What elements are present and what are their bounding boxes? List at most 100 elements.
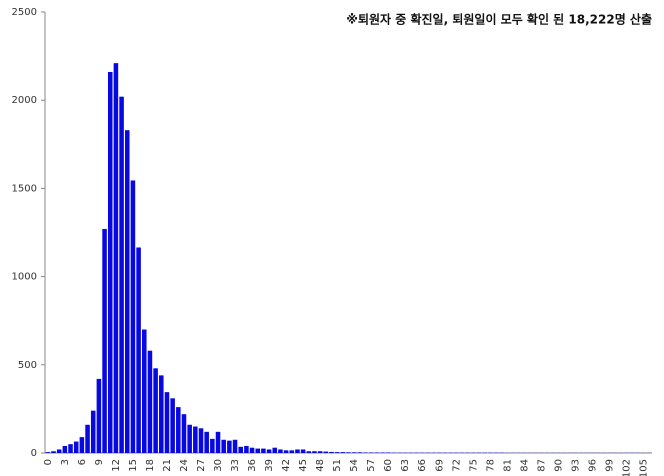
x-tick-label: 105 xyxy=(638,459,649,476)
bar xyxy=(181,414,187,453)
y-tick-label: 1000 xyxy=(12,272,37,283)
x-tick-label: 48 xyxy=(315,459,326,472)
bar xyxy=(244,445,249,453)
bar xyxy=(153,368,158,453)
x-tick-label: 78 xyxy=(485,459,496,472)
bar xyxy=(255,448,261,453)
x-tick-label: 63 xyxy=(400,459,411,472)
bar xyxy=(380,452,385,453)
bar xyxy=(317,451,323,453)
bar xyxy=(272,447,278,453)
bar xyxy=(51,451,56,453)
bar xyxy=(102,228,107,453)
bar xyxy=(193,426,198,453)
y-tick-label: 2500 xyxy=(12,7,37,18)
x-tick-label: 99 xyxy=(604,459,615,472)
bar xyxy=(68,444,73,453)
bar xyxy=(283,450,289,453)
bar xyxy=(62,445,68,453)
y-tick-label: 500 xyxy=(18,360,37,371)
x-tick-label: 21 xyxy=(162,459,173,472)
bar xyxy=(119,96,124,453)
bar xyxy=(261,448,266,453)
y-tick-label: 2000 xyxy=(12,95,37,106)
bar xyxy=(90,410,96,453)
x-tick-label: 60 xyxy=(383,459,394,472)
x-tick-label: 9 xyxy=(94,459,105,465)
bar xyxy=(323,451,329,453)
bar xyxy=(278,449,283,453)
bar xyxy=(385,452,391,453)
bar xyxy=(221,439,226,453)
bar xyxy=(73,441,79,453)
x-tick-label: 24 xyxy=(179,459,190,472)
y-tick-label: 0 xyxy=(31,448,37,459)
x-tick-label: 75 xyxy=(468,459,479,472)
bar xyxy=(374,452,380,453)
bar xyxy=(79,437,85,453)
bar xyxy=(159,375,164,453)
bar xyxy=(232,439,238,453)
bar xyxy=(295,449,300,453)
bar xyxy=(85,424,90,453)
bar xyxy=(300,449,306,453)
x-tick-label: 51 xyxy=(332,459,343,472)
bar xyxy=(346,452,351,453)
bar xyxy=(210,438,215,453)
bar xyxy=(289,450,295,453)
bar xyxy=(45,452,51,453)
bar xyxy=(312,451,317,453)
annotation: ※퇴원자 중 확진일, 퇴원일이 모두 확인 된 18,222명 산출 xyxy=(346,12,652,27)
bar xyxy=(368,452,374,453)
x-tick-label: 15 xyxy=(128,459,139,472)
x-tick-label: 96 xyxy=(587,459,598,472)
x-tick-label: 36 xyxy=(247,459,258,472)
bar xyxy=(164,392,170,453)
x-tick-label: 54 xyxy=(349,459,360,472)
x-tick-label: 12 xyxy=(111,459,122,472)
x-tick-label: 39 xyxy=(264,459,275,472)
x-tick-label: 72 xyxy=(451,459,462,472)
bar xyxy=(147,350,153,453)
bar xyxy=(130,180,136,453)
bar xyxy=(113,63,119,453)
x-tick-label: 45 xyxy=(298,459,309,472)
bar xyxy=(266,449,272,453)
bar xyxy=(227,440,232,453)
x-tick-label: 3 xyxy=(60,459,71,465)
bar xyxy=(340,452,346,453)
bar xyxy=(107,71,113,453)
bar xyxy=(334,452,340,453)
bar xyxy=(136,247,141,453)
x-tick-label: 69 xyxy=(434,459,445,472)
bar xyxy=(357,452,363,453)
x-tick-label: 30 xyxy=(213,459,224,472)
x-tick-label: 84 xyxy=(519,459,530,472)
x-tick-label: 6 xyxy=(77,459,88,465)
x-tick-label: 27 xyxy=(196,459,207,472)
x-tick-label: 66 xyxy=(417,459,428,472)
bar xyxy=(187,424,192,453)
bar xyxy=(363,452,368,453)
x-tick-label: 33 xyxy=(230,459,241,472)
x-tick-label: 93 xyxy=(570,459,581,472)
bar xyxy=(96,378,102,453)
x-tick-label: 102 xyxy=(621,459,632,476)
bar xyxy=(215,431,221,453)
x-tick-label: 0 xyxy=(43,459,54,465)
x-tick-label: 57 xyxy=(366,459,377,472)
x-tick-label: 87 xyxy=(536,459,547,472)
bar xyxy=(306,451,312,453)
bar xyxy=(329,451,334,453)
x-tick-label: 81 xyxy=(502,459,513,472)
bar xyxy=(176,407,181,453)
bar xyxy=(56,449,62,453)
bar xyxy=(198,428,204,453)
bar xyxy=(124,130,130,454)
bar xyxy=(142,329,147,453)
y-tick-label: 1500 xyxy=(12,183,37,194)
x-tick-label: 18 xyxy=(145,459,156,472)
bar xyxy=(249,447,255,453)
bar xyxy=(351,452,357,453)
